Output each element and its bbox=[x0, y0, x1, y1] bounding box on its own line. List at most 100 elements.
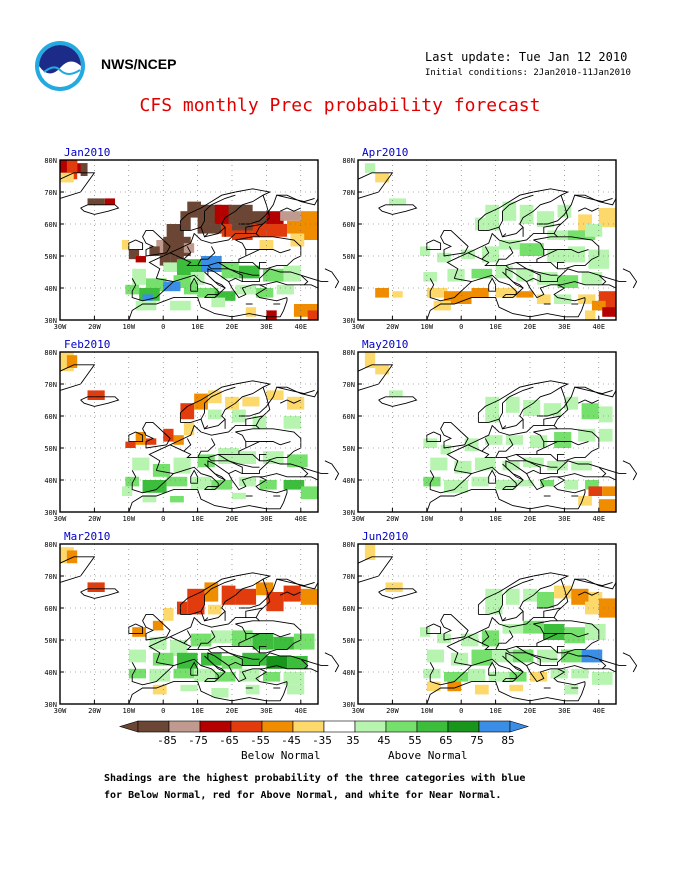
legend-tick-label: -75 bbox=[188, 734, 208, 747]
shading-cell bbox=[505, 396, 520, 413]
coastline bbox=[426, 489, 586, 513]
footnote-line-1: Shadings are the highest probability of … bbox=[104, 773, 526, 784]
coastline bbox=[454, 661, 472, 667]
shading-cell bbox=[128, 668, 146, 679]
shading-cell bbox=[125, 476, 140, 487]
lat-label: 40N bbox=[342, 285, 355, 293]
shading-cell bbox=[444, 480, 469, 493]
shading-cell bbox=[523, 457, 544, 468]
graticule bbox=[358, 352, 616, 512]
shading-cell bbox=[135, 256, 146, 263]
shading-cell bbox=[266, 390, 284, 400]
shading-cell bbox=[266, 211, 284, 224]
shading-cell bbox=[176, 601, 188, 615]
coastline bbox=[598, 658, 627, 667]
coastline bbox=[502, 233, 507, 238]
coastline bbox=[324, 268, 340, 289]
coastline bbox=[142, 613, 171, 641]
coastline bbox=[245, 610, 260, 619]
shading-cell bbox=[578, 496, 592, 506]
shading-cell bbox=[221, 262, 239, 279]
shading-cell bbox=[516, 480, 534, 487]
map-frame bbox=[357, 351, 617, 513]
shading-cell bbox=[287, 684, 305, 695]
shading-cell bbox=[585, 224, 603, 237]
probability-shading bbox=[60, 352, 318, 503]
lat-label: 30N bbox=[44, 701, 57, 709]
coastline bbox=[495, 246, 514, 266]
shading-cell bbox=[132, 268, 146, 285]
shading-cell bbox=[598, 406, 613, 423]
coastlines bbox=[59, 364, 340, 513]
shading-cell bbox=[547, 249, 568, 263]
lat-label: 40N bbox=[342, 477, 355, 485]
shading-cell bbox=[266, 310, 277, 320]
coastline bbox=[128, 431, 144, 443]
lat-label: 50N bbox=[342, 445, 355, 453]
coastline bbox=[467, 431, 545, 459]
lon-label: 30E bbox=[260, 707, 273, 715]
lon-label: 30W bbox=[352, 707, 365, 715]
coastline bbox=[426, 681, 586, 705]
shading-cell bbox=[492, 649, 513, 663]
shading-cell bbox=[256, 288, 274, 298]
lon-label: 30E bbox=[260, 515, 273, 523]
shading-cell bbox=[201, 256, 222, 272]
coastline bbox=[59, 172, 96, 199]
coastline bbox=[228, 277, 260, 283]
shading-cell bbox=[495, 288, 517, 298]
legend-tick-label: -35 bbox=[312, 734, 332, 747]
shading-cell bbox=[307, 310, 318, 320]
shading-cell bbox=[163, 608, 174, 621]
shading-cell bbox=[505, 435, 524, 445]
shading-cell bbox=[60, 172, 74, 183]
shading-cell bbox=[173, 668, 195, 679]
shading-cell bbox=[218, 448, 239, 464]
lat-label: 70N bbox=[342, 189, 355, 197]
lon-label: 10W bbox=[420, 707, 433, 715]
coastline bbox=[557, 261, 565, 269]
probability-shading bbox=[60, 547, 318, 698]
shading-cell bbox=[183, 422, 195, 436]
probability-shading bbox=[60, 160, 318, 320]
shading-cell bbox=[238, 476, 257, 487]
lat-label: 70N bbox=[44, 381, 57, 389]
shading-cell bbox=[152, 620, 164, 631]
coastline bbox=[533, 620, 558, 625]
shading-cell bbox=[423, 272, 438, 282]
shading-cell bbox=[232, 409, 246, 423]
lat-label: 80N bbox=[44, 349, 57, 357]
coastline bbox=[183, 630, 192, 644]
shading-cell bbox=[591, 672, 613, 685]
legend-swatch bbox=[199, 720, 232, 733]
shading-cell bbox=[430, 457, 448, 471]
shading-cell bbox=[602, 307, 616, 317]
shading-cell bbox=[474, 457, 496, 471]
lon-label: 0 bbox=[459, 707, 463, 715]
coastline bbox=[477, 188, 570, 238]
lat-label: 70N bbox=[44, 573, 57, 581]
coastline bbox=[204, 485, 220, 491]
legend-tick-label: -85 bbox=[157, 734, 177, 747]
shading-cell bbox=[468, 668, 486, 682]
shading-cell bbox=[481, 246, 500, 263]
shading-cell bbox=[536, 294, 551, 304]
shading-cell bbox=[87, 198, 105, 205]
agency-name: NWS/NCEP bbox=[101, 56, 177, 72]
lon-label: 0 bbox=[161, 323, 165, 331]
shading-cell bbox=[170, 496, 184, 503]
coastline bbox=[502, 293, 518, 299]
lon-label: 10E bbox=[489, 515, 502, 523]
shading-cell bbox=[437, 252, 451, 263]
shading-cell bbox=[519, 204, 534, 224]
coastline bbox=[505, 649, 527, 654]
coastline bbox=[300, 274, 329, 283]
shading-cell bbox=[567, 230, 596, 240]
legend-swatch bbox=[416, 720, 449, 733]
shading-cell bbox=[207, 390, 222, 404]
lat-label: 50N bbox=[342, 637, 355, 645]
shading-cell bbox=[523, 588, 537, 602]
coastline bbox=[245, 441, 291, 449]
